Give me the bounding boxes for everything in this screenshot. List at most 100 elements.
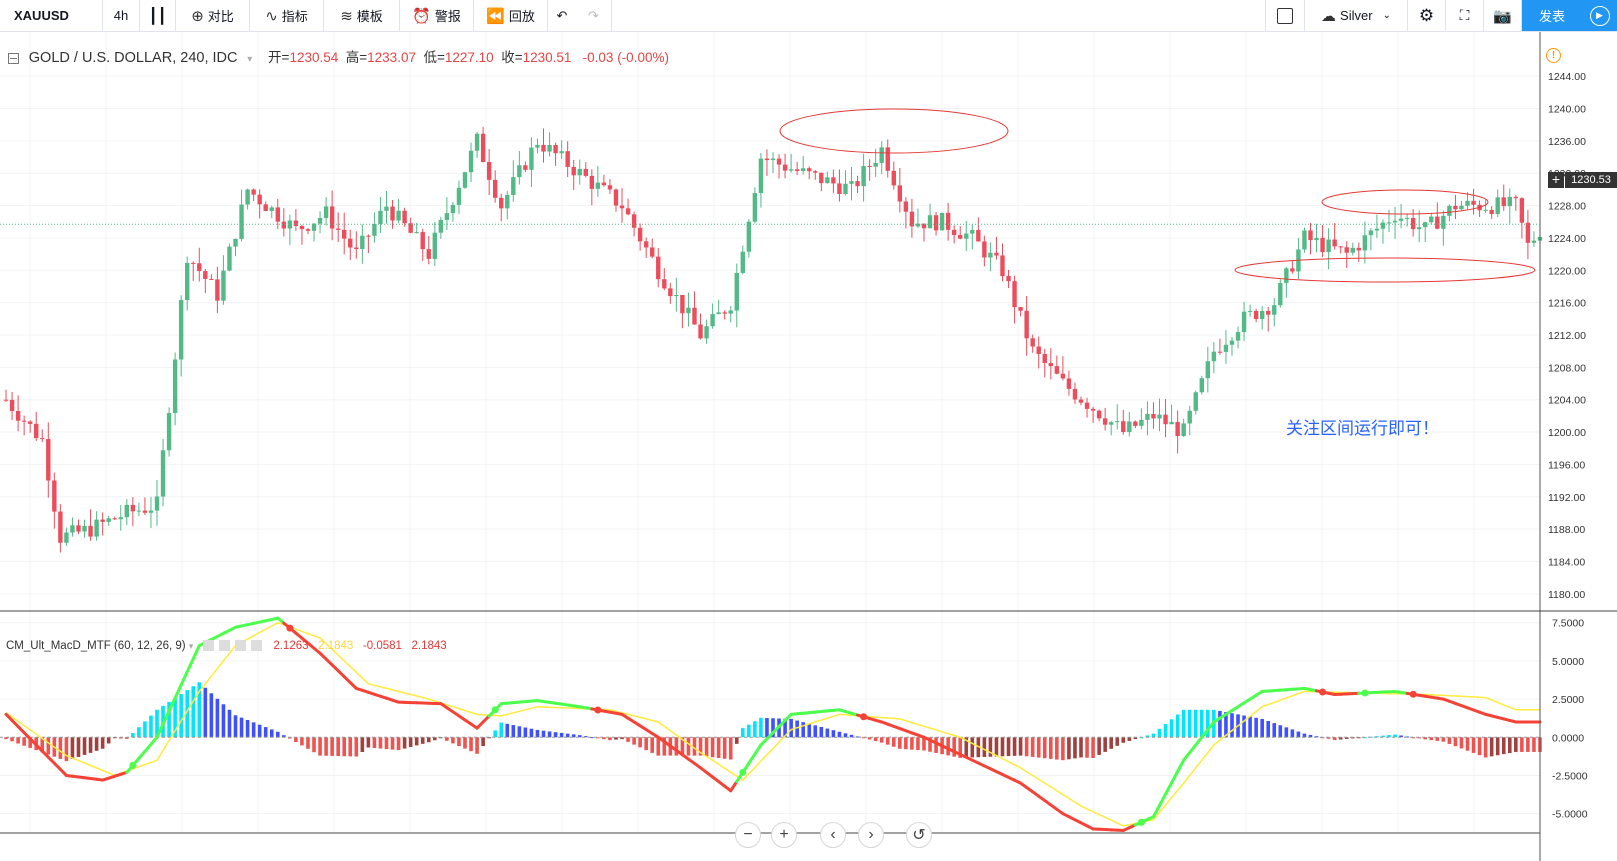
histogram-bar <box>553 732 558 738</box>
macd-eye-icon[interactable] <box>202 640 214 652</box>
histogram-bar <box>867 737 872 740</box>
histogram-bar <box>819 726 824 738</box>
candle-body <box>1374 228 1380 231</box>
replay-button[interactable]: ⏪ 回放 <box>474 0 548 31</box>
candle-body <box>94 519 99 537</box>
scroll-right-button[interactable]: › <box>858 822 884 848</box>
histogram-bar <box>608 737 612 741</box>
zoom-in-button[interactable]: + <box>771 822 797 848</box>
candle-body <box>1350 247 1355 253</box>
candle-body <box>366 235 371 237</box>
macd-settings-icon[interactable] <box>218 640 230 652</box>
price-tick-label: 1212.00 <box>1548 330 1586 342</box>
chart-canvas[interactable]: 1244.001240.001236.001232.001228.001224.… <box>0 32 1617 861</box>
crosshair-add-icon[interactable]: + <box>1548 172 1564 188</box>
candle-body <box>643 241 649 248</box>
reset-chart-button[interactable]: ↺ <box>906 822 932 848</box>
settings-button[interactable]: ⚙ <box>1408 0 1446 31</box>
macd-line-segment <box>1188 743 1198 755</box>
publish-button[interactable]: 发表 <box>1522 0 1582 31</box>
candle-body <box>698 324 703 339</box>
signal-line <box>5 621 1540 827</box>
histogram-bar <box>1049 737 1053 759</box>
high-value: 1233.07 <box>367 50 416 65</box>
candle-body <box>770 158 776 161</box>
macd-line-segment <box>753 743 763 756</box>
histogram-bar <box>1055 737 1059 760</box>
candle-body <box>178 300 184 360</box>
zoom-out-button[interactable]: − <box>735 822 761 848</box>
redo-button[interactable]: ↷ <box>576 0 612 31</box>
macd-name[interactable]: CM_Ult_MacD_MTF (60, 12, 26, 9) <box>6 640 186 652</box>
compare-button[interactable]: ⊕ 对比 <box>176 0 250 31</box>
candle-body <box>3 399 9 401</box>
candle-body <box>408 223 413 233</box>
symbol-search[interactable]: XAUUSD <box>0 0 103 31</box>
candle-body <box>215 279 220 301</box>
snapshot-button[interactable]: 📷 <box>1484 0 1522 31</box>
histogram-bar <box>958 737 963 758</box>
support-ellipse[interactable] <box>1234 257 1536 283</box>
alarm-clock-icon: ⏰ <box>412 7 431 25</box>
histogram-bar <box>789 718 793 738</box>
histogram-bar <box>469 737 473 752</box>
annotation-text[interactable]: 关注区间运行即可！ <box>1286 419 1439 439</box>
histogram-bar <box>263 727 268 738</box>
candle-body <box>1404 217 1410 219</box>
histogram-bar <box>849 734 854 738</box>
resistance-ellipse-right[interactable] <box>1321 189 1489 215</box>
histogram-bar <box>571 734 576 738</box>
histogram-bar <box>964 737 969 758</box>
scroll-left-button[interactable]: ‹ <box>820 822 846 848</box>
candle-body <box>1459 205 1464 210</box>
candle-body <box>468 150 474 173</box>
resistance-ellipse-left[interactable] <box>779 108 1009 154</box>
chart-style-button[interactable]: ┃┃ <box>140 0 176 31</box>
macd-dropdown-icon[interactable]: ▾ <box>188 641 194 651</box>
legend-symbol-title[interactable]: GOLD / U.S. DOLLAR, 240, IDC <box>28 50 238 66</box>
macd-line-segment <box>149 735 159 746</box>
macd-line-segment <box>1158 792 1168 807</box>
warning-icon[interactable]: ! <box>1546 48 1561 63</box>
candle-body <box>1054 366 1060 374</box>
histogram-bar <box>1447 737 1452 744</box>
price-tick-label: 1236.00 <box>1548 136 1586 148</box>
fullscreen-button[interactable]: ⛶ <box>1446 0 1484 31</box>
candle-body <box>716 312 721 315</box>
histogram-bar <box>70 737 75 760</box>
candle-body <box>34 423 39 439</box>
candle-body <box>287 220 293 229</box>
indicators-button[interactable]: ∿ 指标 <box>250 0 324 31</box>
histogram-bar <box>698 737 703 756</box>
candle-body <box>1223 344 1229 352</box>
legend-dropdown-icon[interactable]: ▾ <box>247 54 253 65</box>
histogram-bar <box>1175 714 1180 738</box>
replay-label: 回放 <box>508 9 535 24</box>
histogram-bar <box>257 724 262 738</box>
histogram-bar <box>632 737 636 745</box>
histogram-bar <box>873 737 878 742</box>
collapse-icon[interactable] <box>8 52 19 64</box>
candle-body <box>819 172 824 184</box>
candle-body <box>462 172 468 188</box>
candle-body <box>921 223 927 229</box>
histogram-bar <box>149 715 153 738</box>
histogram-bar <box>741 728 745 738</box>
histogram-bar <box>360 737 365 753</box>
save-layout-button[interactable]: ☁ Silver ⌄ <box>1305 0 1408 31</box>
macd-line-segment <box>191 644 201 661</box>
alert-button[interactable]: ⏰ 警报 <box>400 0 474 31</box>
price-tick-label: 1196.00 <box>1548 459 1585 471</box>
templates-button[interactable]: ≋ 模板 <box>324 0 400 31</box>
play-button[interactable]: ▶ <box>1582 0 1617 31</box>
macd-close-icon[interactable] <box>234 640 246 652</box>
candle-body <box>82 525 87 532</box>
candle-body <box>951 229 957 236</box>
histogram-bar <box>728 737 733 760</box>
macd-more-icon[interactable] <box>251 640 263 652</box>
interval-selector[interactable]: 4h <box>103 0 140 31</box>
candle-body <box>1441 215 1446 229</box>
macd-line-segment <box>155 722 165 739</box>
layout-button[interactable] <box>1265 0 1305 31</box>
undo-button[interactable]: ↶ <box>548 0 576 31</box>
